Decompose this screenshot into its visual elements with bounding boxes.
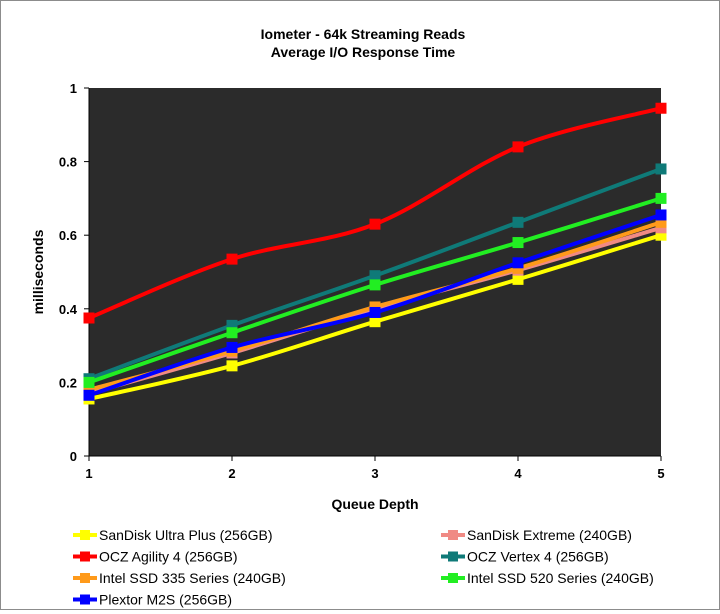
legend-marker (448, 530, 458, 540)
y-tick-label: 0.2 (59, 375, 77, 390)
x-tick-label: 2 (228, 466, 235, 481)
series-7 (83, 209, 667, 401)
legend-label: OCZ Vertex 4 (256GB) (467, 549, 609, 565)
y-tick-label: 1 (70, 81, 77, 96)
y-tick-label: 0.4 (59, 302, 78, 317)
data-point (512, 273, 524, 285)
data-point (512, 141, 524, 153)
data-point (655, 102, 667, 114)
legend: SanDisk Ultra Plus (256GB) SanDisk Extrem… (73, 527, 654, 608)
legend-marker (80, 573, 90, 583)
y-tick-label: 0 (70, 449, 77, 464)
x-tick-label: 5 (657, 466, 664, 481)
legend-marker (448, 573, 458, 583)
legend-item: OCZ Agility 4 (256GB) (73, 549, 238, 565)
data-point (226, 253, 238, 265)
data-point (83, 389, 95, 401)
data-point (369, 218, 381, 230)
data-point (512, 237, 524, 249)
data-point (512, 257, 524, 269)
x-tick-label: 4 (514, 466, 522, 481)
series-layer (83, 102, 667, 405)
legend-label: SanDisk Ultra Plus (256GB) (99, 527, 273, 543)
legend-item: SanDisk Extreme (240GB) (441, 527, 632, 543)
x-tick-label: 3 (371, 466, 378, 481)
x-axis-label: Queue Depth (331, 496, 418, 512)
legend-item: Intel SSD 335 Series (240GB) (73, 570, 286, 586)
x-tick-label: 1 (85, 466, 92, 481)
chart-title-line-2: Average I/O Response Time (271, 44, 456, 60)
data-point (369, 316, 381, 328)
axes: 0 0.2 0.4 0.6 0.8 1 1 2 3 4 5 (59, 81, 665, 481)
legend-marker (80, 551, 90, 562)
legend-marker (448, 551, 458, 562)
legend-item: SanDisk Ultra Plus (256GB) (73, 527, 273, 543)
series-3 (83, 102, 667, 324)
y-tick-label: 0.8 (59, 155, 77, 170)
data-point (226, 360, 238, 372)
chart-title-line-1: Iometer - 64k Streaming Reads (261, 26, 466, 42)
legend-item: Intel SSD 520 Series (240GB) (441, 570, 654, 586)
series-6 (83, 192, 667, 388)
legend-marker (80, 530, 90, 540)
data-point (655, 209, 667, 221)
legend-marker (80, 594, 90, 605)
y-axis-label: milliseconds (30, 229, 46, 314)
data-point (369, 279, 381, 291)
data-point (655, 163, 667, 175)
legend-label: Intel SSD 520 Series (240GB) (467, 570, 654, 586)
data-point (83, 312, 95, 324)
data-point (226, 327, 238, 339)
legend-label: Intel SSD 335 Series (240GB) (99, 570, 286, 586)
legend-item: Plextor M2S (256GB) (73, 592, 232, 608)
data-point (512, 216, 524, 228)
data-point (655, 192, 667, 204)
data-point (369, 270, 381, 282)
data-point (226, 341, 238, 353)
legend-label: SanDisk Extreme (240GB) (467, 527, 632, 543)
legend-label: Plextor M2S (256GB) (99, 592, 232, 608)
y-tick-label: 0.6 (59, 228, 77, 243)
data-point (83, 376, 95, 388)
data-point (369, 306, 381, 318)
legend-item: OCZ Vertex 4 (256GB) (441, 549, 609, 565)
legend-label: OCZ Agility 4 (256GB) (99, 549, 238, 565)
